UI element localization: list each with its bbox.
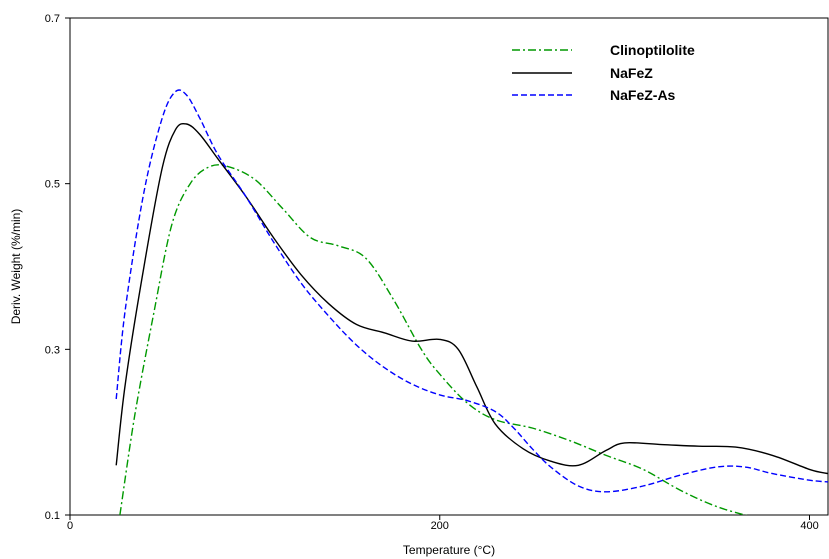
legend-label-nafez: NaFeZ xyxy=(610,65,653,81)
series-line-clinoptilolite xyxy=(119,164,748,515)
x-tick-label: 400 xyxy=(800,520,818,532)
y-axis-title: Deriv. Weight (%/min) xyxy=(9,209,23,325)
legend-label-nafez-as: NaFeZ-As xyxy=(610,87,676,103)
legend-label-clinoptilolite: Clinoptilolite xyxy=(610,42,695,58)
plot-frame xyxy=(69,17,829,516)
x-axis-title: Temperature (°C) xyxy=(403,543,495,557)
x-tick-label: 200 xyxy=(431,520,449,532)
x-tick-label: 0 xyxy=(67,520,73,532)
series-line-nafez xyxy=(115,122,828,475)
y-tick-label: 0.7 xyxy=(45,13,60,25)
y-tick-label: 0.3 xyxy=(45,344,60,356)
legend: Clinoptilolite NaFeZ NaFeZ-As xyxy=(512,42,695,103)
y-tick-label: 0.1 xyxy=(45,510,60,522)
series-line-nafez-as xyxy=(115,89,828,493)
ticks: 0 200 400 0.1 0.3 0.5 0.7 xyxy=(45,13,819,532)
y-tick-label: 0.5 xyxy=(45,179,60,191)
series-group xyxy=(115,89,828,515)
axes xyxy=(69,17,829,516)
